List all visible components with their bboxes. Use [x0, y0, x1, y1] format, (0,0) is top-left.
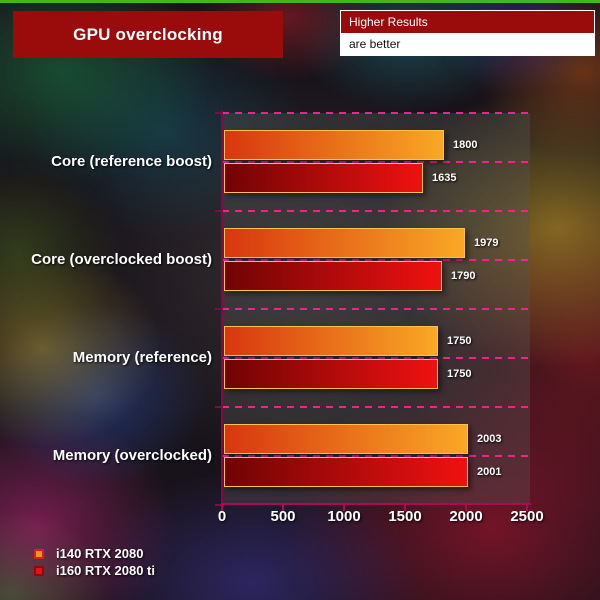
x-axis-tick: [282, 505, 284, 511]
bar-value-label: 2003: [477, 433, 502, 445]
gridline: [222, 161, 530, 163]
bar-i160-rtx-2080-ti-core-reference-boost: [224, 163, 423, 193]
bar-value-label: 1800: [453, 139, 478, 151]
gridline: [222, 210, 530, 212]
x-axis-tick: [526, 505, 528, 511]
higher-results-note: Higher Results are better: [340, 10, 595, 56]
gridline: [222, 308, 530, 310]
x-axis-tick: [465, 505, 467, 511]
x-axis-label-1000: 1000: [327, 508, 361, 525]
category-label-memory-overclocked: Memory (overclocked): [52, 447, 212, 464]
bar-value-label: 1750: [447, 368, 472, 380]
bar-value-label: 2001: [477, 466, 502, 478]
category-label-memory-reference: Memory (reference): [72, 349, 212, 366]
y-axis-tick: [215, 406, 221, 408]
bar-value-label: 1979: [474, 237, 499, 249]
y-axis-tick: [215, 308, 221, 310]
bar-value-label: 1750: [447, 335, 472, 347]
plot-area: 1800 1635 1979 1790 1750 1750 2003 2001: [222, 112, 530, 505]
gridline: [222, 406, 530, 408]
gridline: [222, 455, 530, 457]
x-axis-label-0: 0: [217, 508, 227, 525]
x-axis-label-1500: 1500: [388, 508, 422, 525]
gridline: [222, 259, 530, 261]
note-line-2: are better: [341, 33, 594, 55]
legend-swatch-icon: [34, 565, 44, 576]
bar-i160-rtx-2080-ti-memory-overclocked: [224, 457, 468, 487]
x-axis-tick: [343, 505, 345, 511]
note-line-1: Higher Results: [341, 11, 594, 33]
category-label-core-reference-boost: Core (reference boost): [51, 153, 212, 170]
gridline: [222, 112, 530, 114]
x-axis-tick: [221, 505, 223, 511]
legend-item-i160-rtx-2080-ti: i160 RTX 2080 ti: [34, 562, 155, 579]
legend-swatch-icon: [34, 548, 44, 559]
bar-value-label: 1635: [432, 172, 457, 184]
legend-label: i140 RTX 2080: [56, 546, 144, 561]
page-title: GPU overclocking: [73, 24, 223, 44]
bar-value-label: 1790: [451, 270, 476, 282]
gridline: [222, 357, 530, 359]
bar-i140-rtx-2080-memory-overclocked: [224, 424, 468, 454]
legend-label: i160 RTX 2080 ti: [56, 563, 155, 578]
bar-i160-rtx-2080-ti-memory-reference: [224, 359, 438, 389]
y-axis-line: [221, 111, 223, 507]
y-axis-tick: [215, 504, 221, 506]
x-axis-tick: [404, 505, 406, 511]
chart-title-box: GPU overclocking: [13, 11, 283, 58]
bar-i140-rtx-2080-core-overclocked-boost: [224, 228, 465, 258]
x-axis-label-500: 500: [270, 508, 296, 525]
x-axis-label-2500: 2500: [510, 508, 544, 525]
bar-i140-rtx-2080-memory-reference: [224, 326, 438, 356]
bar-i140-rtx-2080-core-reference-boost: [224, 130, 444, 160]
x-axis-label-2000: 2000: [449, 508, 483, 525]
y-axis-tick: [215, 112, 221, 114]
top-accent-stripe: [0, 0, 600, 3]
category-label-core-overclocked-boost: Core (overclocked boost): [31, 251, 212, 268]
x-axis-line: [221, 503, 531, 505]
bar-i160-rtx-2080-ti-core-overclocked-boost: [224, 261, 442, 291]
legend-item-i140-rtx-2080: i140 RTX 2080: [34, 545, 155, 562]
legend: i140 RTX 2080 i160 RTX 2080 ti: [34, 545, 155, 579]
y-axis-tick: [215, 210, 221, 212]
